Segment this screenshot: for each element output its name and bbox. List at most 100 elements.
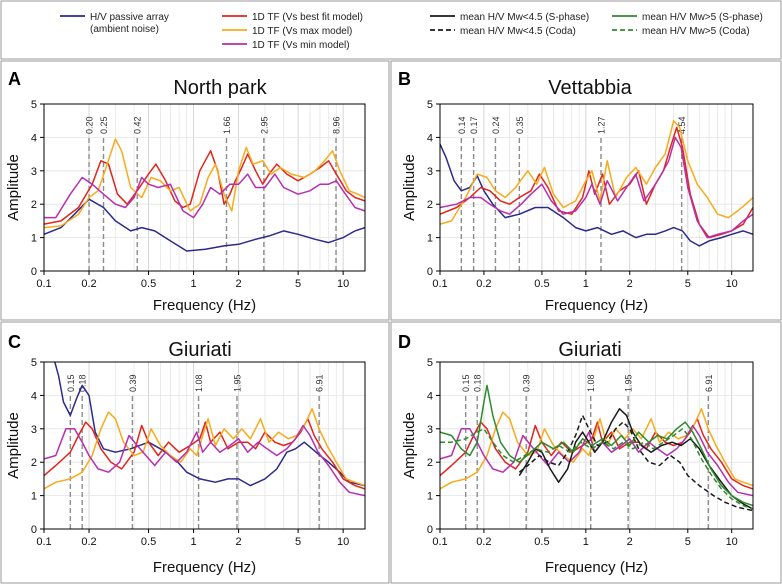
panel-c-marker-label: 1.95 bbox=[232, 374, 242, 392]
panel-c-xlabel: Frequency (Hz) bbox=[153, 559, 256, 576]
panel-d-xtick-label: 1 bbox=[583, 536, 589, 548]
panel-b-marker-label: 0.17 bbox=[469, 116, 479, 134]
panel-b-ytick-label: 5 bbox=[427, 99, 433, 111]
panel-a-marker-label: 0.25 bbox=[99, 116, 109, 134]
panel-c-marker-label: 0.18 bbox=[78, 374, 88, 392]
panel-d-xtick-label: 2 bbox=[627, 536, 633, 548]
panel-d-title: Giuriati bbox=[558, 339, 621, 361]
panel-b-title: Vettabbia bbox=[548, 77, 632, 99]
panel-b-xtick-label: 2 bbox=[627, 278, 633, 290]
panel-c-title: Giuriati bbox=[168, 339, 231, 361]
panel-a-series-2 bbox=[44, 138, 365, 229]
legend-frame bbox=[0, 0, 782, 60]
panel-b-ylabel: Amplitude bbox=[401, 154, 418, 221]
legend-label-mw5-s: mean H/V Mw>5 (S-phase) bbox=[642, 12, 763, 23]
panel-d-xtick-label: 0.5 bbox=[534, 536, 549, 548]
panel-b-xtick-label: 0.2 bbox=[476, 278, 491, 290]
panel-a-xtick-label: 0.5 bbox=[141, 278, 156, 290]
panel-c-ytick-label: 0 bbox=[31, 524, 37, 536]
panel-b-marker-label: 0.14 bbox=[457, 116, 467, 134]
panel-c-marker-label: 1.08 bbox=[194, 374, 204, 392]
panel-a-marker-label: 0.42 bbox=[133, 116, 143, 134]
panel-c-marker-label: 0.15 bbox=[66, 374, 76, 392]
panel-b-ytick-label: 2 bbox=[427, 199, 433, 211]
panel-a-series-0 bbox=[44, 198, 365, 252]
panel-a-ytick-label: 2 bbox=[31, 199, 37, 211]
panel-d-ytick-label: 3 bbox=[427, 424, 433, 436]
panel-b-frame bbox=[390, 60, 782, 321]
panel-c-series-2 bbox=[44, 408, 365, 490]
panel-d-marker-label: 1.08 bbox=[586, 374, 596, 392]
panel-a-ytick-label: 3 bbox=[31, 166, 37, 178]
panel-d-ytick-label: 0 bbox=[427, 524, 433, 536]
panel-b-xtick-label: 5 bbox=[685, 278, 691, 290]
panel-a-letter: A bbox=[8, 69, 21, 89]
panel-b-xtick-label: 0.1 bbox=[432, 278, 447, 290]
panel-c-xtick-label: 0.5 bbox=[141, 536, 156, 548]
panel-c-marker-label: 0.39 bbox=[128, 374, 138, 392]
panel-d-series-3 bbox=[518, 408, 753, 510]
panel-a-xtick-label: 2 bbox=[236, 278, 242, 290]
legend-label-tf-best: 1D TF (Vs best fit model) bbox=[252, 12, 363, 23]
panel-b-series-2 bbox=[440, 119, 753, 225]
panel-b-ytick-label: 4 bbox=[427, 132, 433, 144]
panel-c-xtick-label: 0.2 bbox=[81, 536, 96, 548]
panel-c-series-group bbox=[44, 362, 365, 497]
panel-d-marker-label: 6.91 bbox=[704, 374, 714, 392]
panel-b-axes bbox=[439, 103, 754, 272]
panel-c-xtick-label: 5 bbox=[295, 536, 301, 548]
panel-b: B Vettabbia 0.14 0.17 0.24 0.35 1.27 4.54 0 1 2 3 4 5… bbox=[398, 69, 754, 314]
panel-d-series-group bbox=[440, 384, 753, 512]
legend-label-tf-min: 1D TF (Vs min model) bbox=[252, 40, 350, 51]
panel-b-xlabel: Frequency (Hz) bbox=[545, 297, 648, 314]
legend-label-hv-passive-2: (ambient noise) bbox=[90, 24, 159, 35]
panel-c-xtick-label: 0.1 bbox=[36, 536, 51, 548]
panel-d-marker-label: 0.18 bbox=[473, 374, 483, 392]
legend-label-mw45-s: mean H/V Mw<4.5 (S-phase) bbox=[460, 12, 589, 23]
panel-a-series-group bbox=[44, 138, 365, 252]
panel-b-xtick-label: 0.5 bbox=[534, 278, 549, 290]
panel-a-ytick-label: 0 bbox=[31, 266, 37, 278]
panel-a-frame bbox=[0, 60, 390, 321]
panel-c-series-0 bbox=[54, 362, 365, 487]
panel-d-series-0 bbox=[440, 418, 753, 490]
panel-d-letter: D bbox=[398, 332, 411, 352]
panel-b-xtick-label: 1 bbox=[583, 278, 589, 290]
legend: H/V passive array (ambient noise) 1D TF … bbox=[0, 0, 782, 60]
panel-b-ytick-label: 0 bbox=[427, 266, 433, 278]
panel-c-series-3 bbox=[44, 424, 365, 497]
panel-d-ylabel: Amplitude bbox=[401, 412, 418, 479]
legend-label-hv-passive: H/V passive array bbox=[90, 12, 169, 23]
panel-b-marker-label: 4.54 bbox=[677, 116, 687, 134]
legend-label-mw5-coda: mean H/V Mw>5 (Coda) bbox=[642, 26, 750, 37]
panel-c-xtick-label: 1 bbox=[191, 536, 197, 548]
panel-b-series-1 bbox=[440, 126, 753, 239]
panel-c-axes bbox=[43, 361, 366, 530]
panel-d-marker-label: 1.95 bbox=[624, 374, 634, 392]
panel-d-xtick-label: 0.2 bbox=[476, 536, 491, 548]
panel-c-marker-label: 6.91 bbox=[315, 374, 325, 392]
legend-label-tf-max: 1D TF (Vs max model) bbox=[252, 26, 352, 37]
panel-d-xtick-label: 0.1 bbox=[432, 536, 447, 548]
panel-d-ytick-label: 1 bbox=[427, 491, 433, 503]
panel-a-ylabel: Amplitude bbox=[5, 154, 22, 221]
panel-d-xtick-label: 5 bbox=[685, 536, 691, 548]
panel-c-series-1 bbox=[44, 418, 365, 490]
panel-b-xtick-label: 10 bbox=[726, 278, 738, 290]
panel-b-ytick-label: 3 bbox=[427, 166, 433, 178]
panel-a-marker-label: 1.66 bbox=[222, 116, 232, 134]
panel-a-series-3 bbox=[44, 173, 365, 219]
panel-a-marker-label: 2.95 bbox=[259, 116, 269, 134]
panel-b-ytick-label: 1 bbox=[427, 233, 433, 245]
panel-a-xtick-label: 10 bbox=[337, 278, 349, 290]
panel-d-frame bbox=[390, 321, 782, 584]
panel-b-series-group bbox=[440, 119, 753, 247]
panel-d-xtick-label: 10 bbox=[726, 536, 738, 548]
panel-c-ylabel: Amplitude bbox=[5, 412, 22, 479]
panel-c-frame bbox=[0, 321, 390, 584]
panel-d-series-4 bbox=[518, 414, 753, 512]
panel-b-marker-label: 0.35 bbox=[515, 116, 525, 134]
